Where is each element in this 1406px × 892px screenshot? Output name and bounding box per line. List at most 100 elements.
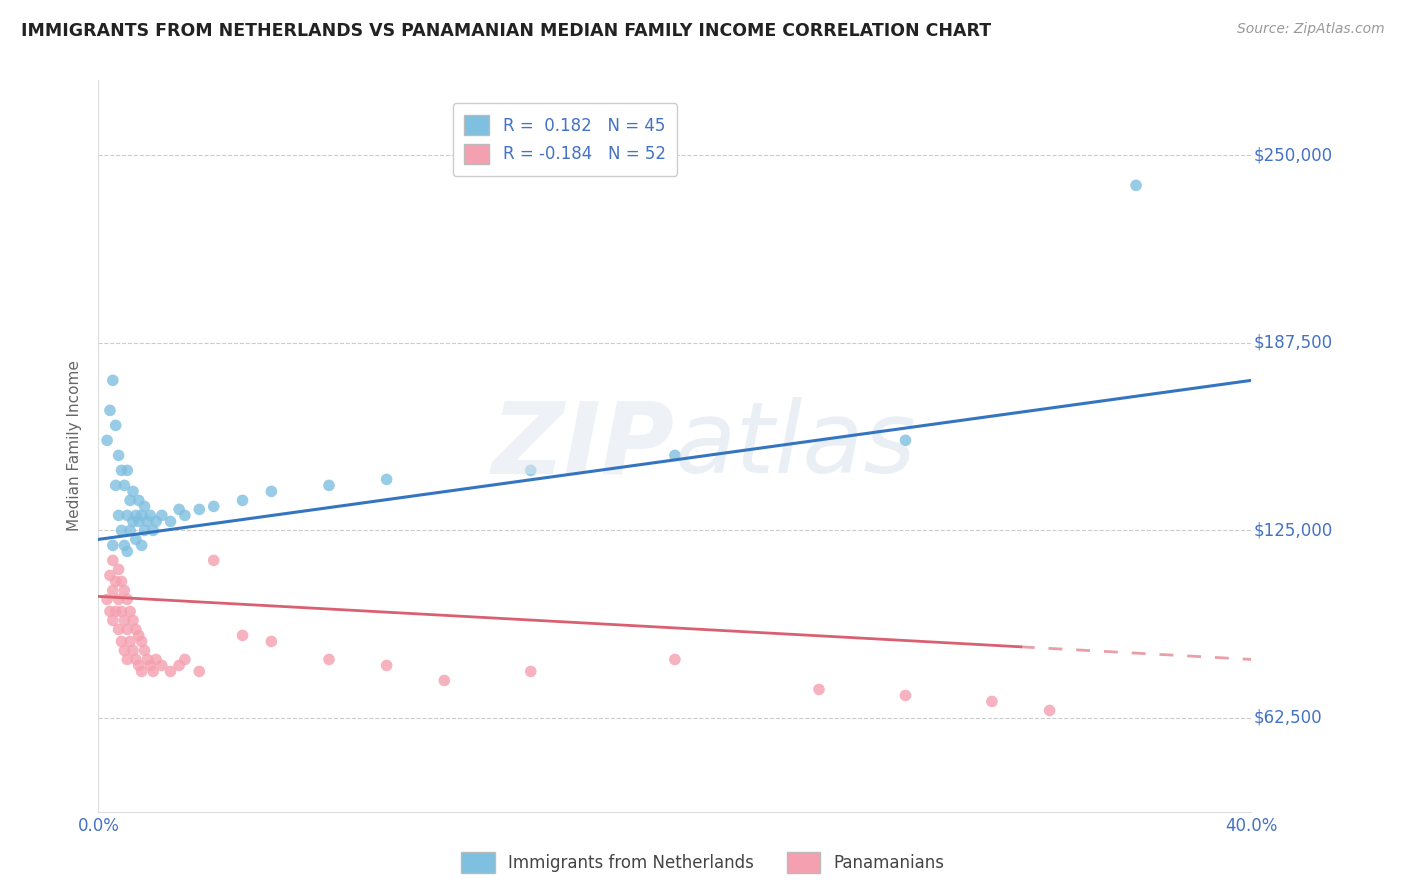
Legend: Immigrants from Netherlands, Panamanians: Immigrants from Netherlands, Panamanians xyxy=(454,846,952,880)
Point xyxy=(131,665,153,679)
Point xyxy=(104,574,127,589)
Point xyxy=(120,493,142,508)
Point xyxy=(145,515,167,529)
Point xyxy=(150,508,173,523)
Point xyxy=(150,658,173,673)
Point xyxy=(981,694,1004,708)
Point xyxy=(101,583,124,598)
Point xyxy=(125,533,148,547)
Point xyxy=(122,614,145,628)
Point xyxy=(117,592,139,607)
Point xyxy=(125,623,148,637)
Point xyxy=(159,665,181,679)
Point xyxy=(101,538,124,552)
Text: atlas: atlas xyxy=(675,398,917,494)
Point xyxy=(134,524,156,538)
Point xyxy=(131,634,153,648)
Text: $250,000: $250,000 xyxy=(1254,146,1333,164)
Point xyxy=(188,665,211,679)
Point xyxy=(664,449,686,463)
Point xyxy=(98,568,121,582)
Point xyxy=(167,658,190,673)
Point xyxy=(375,658,398,673)
Point xyxy=(128,493,150,508)
Point xyxy=(231,493,254,508)
Point xyxy=(117,652,139,666)
Point xyxy=(101,614,124,628)
Point xyxy=(125,508,148,523)
Point xyxy=(318,652,340,666)
Point xyxy=(174,508,197,523)
Point xyxy=(520,463,543,477)
Point xyxy=(145,652,167,666)
Point xyxy=(1125,178,1147,193)
Point xyxy=(117,508,139,523)
Point xyxy=(142,524,165,538)
Point xyxy=(122,643,145,657)
Point xyxy=(520,665,543,679)
Point xyxy=(117,623,139,637)
Point xyxy=(128,628,150,642)
Point xyxy=(120,524,142,538)
Point xyxy=(107,592,129,607)
Point xyxy=(260,484,283,499)
Point xyxy=(167,502,190,516)
Point xyxy=(1039,703,1062,717)
Point xyxy=(260,634,283,648)
Point xyxy=(112,614,135,628)
Point xyxy=(107,449,129,463)
Point xyxy=(110,574,132,589)
Point xyxy=(98,403,121,417)
Point xyxy=(664,652,686,666)
Point xyxy=(136,652,159,666)
Point xyxy=(128,658,150,673)
Point xyxy=(202,553,225,567)
Point xyxy=(101,373,124,387)
Point xyxy=(112,583,135,598)
Point xyxy=(107,562,129,576)
Text: $62,500: $62,500 xyxy=(1254,709,1322,727)
Legend: R =  0.182   N = 45, R = -0.184   N = 52: R = 0.182 N = 45, R = -0.184 N = 52 xyxy=(453,103,678,176)
Point xyxy=(96,592,118,607)
Point xyxy=(98,604,121,618)
Point xyxy=(134,500,156,514)
Point xyxy=(125,652,148,666)
Point xyxy=(112,643,135,657)
Point xyxy=(159,515,181,529)
Point xyxy=(112,478,135,492)
Point xyxy=(104,604,127,618)
Point xyxy=(122,515,145,529)
Point xyxy=(110,634,132,648)
Point xyxy=(134,643,156,657)
Point xyxy=(139,658,162,673)
Point xyxy=(433,673,456,688)
Point xyxy=(117,544,139,558)
Point xyxy=(808,682,831,697)
Point xyxy=(110,604,132,618)
Point xyxy=(202,500,225,514)
Point xyxy=(174,652,197,666)
Point xyxy=(120,634,142,648)
Text: $187,500: $187,500 xyxy=(1254,334,1333,351)
Point xyxy=(128,515,150,529)
Y-axis label: Median Family Income: Median Family Income xyxy=(67,360,83,532)
Point xyxy=(375,472,398,486)
Point xyxy=(894,434,917,448)
Point xyxy=(120,604,142,618)
Point xyxy=(122,484,145,499)
Point xyxy=(136,515,159,529)
Point xyxy=(131,538,153,552)
Text: IMMIGRANTS FROM NETHERLANDS VS PANAMANIAN MEDIAN FAMILY INCOME CORRELATION CHART: IMMIGRANTS FROM NETHERLANDS VS PANAMANIA… xyxy=(21,22,991,40)
Point xyxy=(104,418,127,433)
Point xyxy=(110,524,132,538)
Point xyxy=(101,553,124,567)
Point xyxy=(894,689,917,703)
Point xyxy=(107,623,129,637)
Text: ZIP: ZIP xyxy=(492,398,675,494)
Point xyxy=(231,628,254,642)
Text: Source: ZipAtlas.com: Source: ZipAtlas.com xyxy=(1237,22,1385,37)
Point xyxy=(139,508,162,523)
Point xyxy=(96,434,118,448)
Point xyxy=(188,502,211,516)
Point xyxy=(318,478,340,492)
